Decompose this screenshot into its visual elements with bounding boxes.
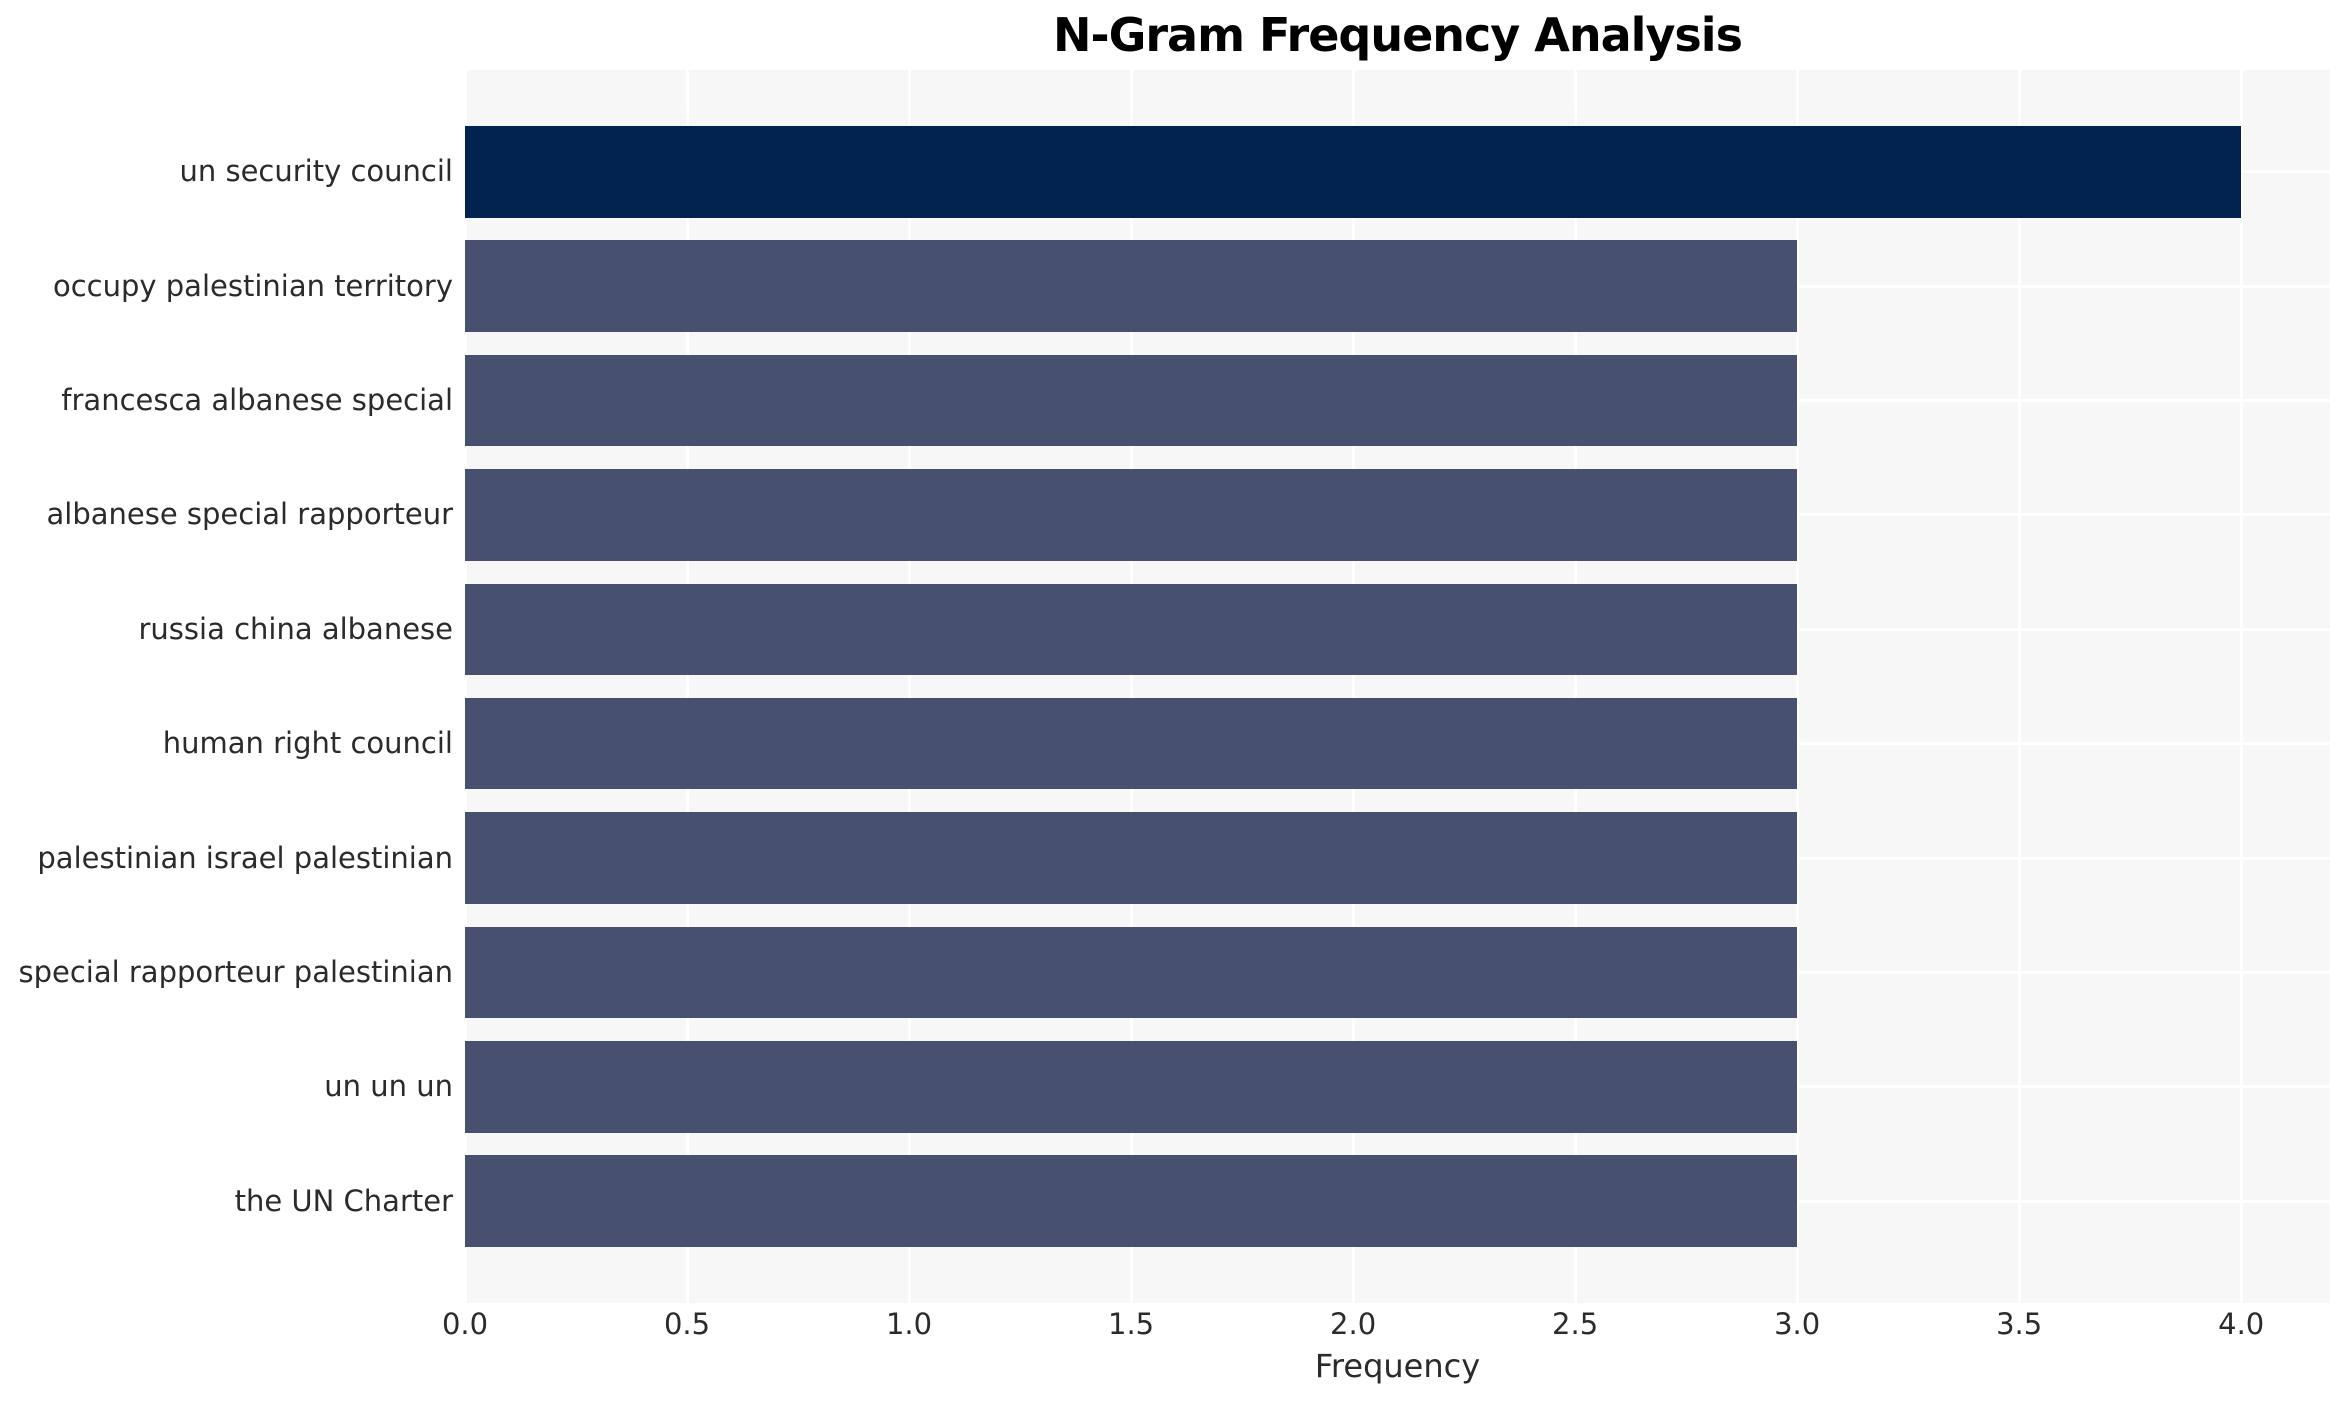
vertical-gridline-1.0 [907, 70, 911, 1303]
chart-title: N-Gram Frequency Analysis [1053, 8, 1743, 62]
y-axis-labels: un security council occupy palestinian te… [0, 0, 453, 1402]
y-tick-label: the UN Charter [234, 1183, 453, 1218]
y-tick-label: albanese special rapporteur [46, 497, 454, 532]
y-tick-label: un security council [179, 154, 454, 189]
y-tick-label: russia china albanese [138, 611, 454, 646]
y-tick-label: un un un [324, 1069, 453, 1104]
vertical-gridline-1.5 [1129, 70, 1133, 1303]
x-tick-label: 1.0 [885, 1307, 933, 1341]
y-tick-label: palestinian israel palestinian [37, 840, 453, 875]
vertical-gridline-0.0 [465, 70, 467, 1303]
vertical-gridline-3.0 [1795, 70, 1799, 1303]
y-tick-label: human right council [162, 726, 453, 761]
vertical-gridline-4.0 [2239, 70, 2243, 1303]
vertical-gridline-2.0 [1351, 70, 1355, 1303]
x-tick-label: 0.5 [663, 1307, 711, 1341]
bar-the-un-charter [465, 1155, 1798, 1247]
plot-area [465, 70, 2330, 1303]
bar-albanese-special-rapporteur [465, 469, 1798, 561]
x-axis-label: Frequency [1314, 1347, 1481, 1385]
x-tick-label: 2.5 [1552, 1307, 1599, 1341]
bar-occupy-palestinian-territory [465, 240, 1798, 332]
x-tick-label: 3.0 [1774, 1307, 1821, 1341]
bar-un-un-un [465, 1041, 1798, 1133]
bar-palestinian-israel-palestinian [465, 812, 1798, 904]
x-tick-label: 3.5 [1996, 1307, 2043, 1341]
y-tick-label: occupy palestinian territory [52, 268, 453, 303]
y-tick-label: francesca albanese special [61, 383, 453, 418]
bar-francesca-albanese-special [465, 354, 1798, 447]
bar-un-security-council [465, 126, 2242, 218]
bar-special-rapporteur-palestinian [465, 926, 1798, 1019]
vertical-gridline-2.5 [1573, 70, 1577, 1303]
bar-russia-china-albanese [465, 583, 1798, 676]
y-tick-label: special rapporteur palestinian [18, 954, 453, 989]
x-tick-label: 4.0 [2218, 1307, 2265, 1341]
bar-human-right-council [465, 697, 1798, 790]
x-tick-label: 2.0 [1330, 1307, 1377, 1341]
vertical-gridline-0.5 [685, 70, 689, 1303]
x-tick-label: 1.5 [1108, 1307, 1155, 1341]
vertical-gridline-3.5 [2017, 70, 2021, 1303]
